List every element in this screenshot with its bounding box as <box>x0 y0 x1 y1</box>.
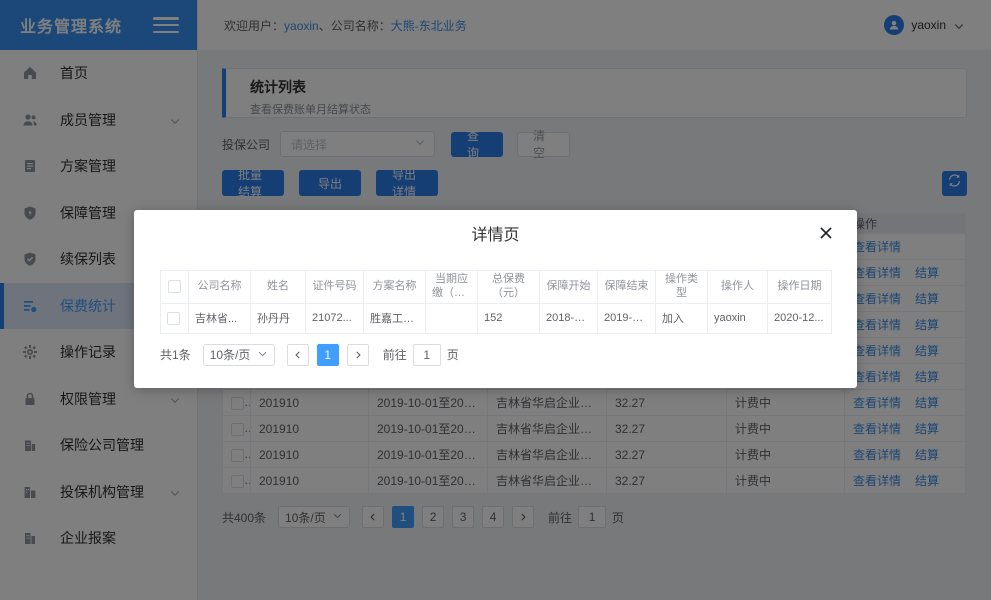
modal-body: 公司名称 姓名 证件号码 方案名称 当期应缴（元） 总保费（元） 保障开始 保障… <box>134 256 857 366</box>
detail-modal: 详情页 公司名称 姓名 证件号码 方案名称 当期应缴（元） 总保费（元） 保障开… <box>134 210 857 388</box>
modal-prev-page-button[interactable] <box>286 343 309 366</box>
modal-page-button-1[interactable]: 1 <box>316 343 339 366</box>
modal-header: 详情页 <box>134 210 857 256</box>
detail-table: 公司名称 姓名 证件号码 方案名称 当期应缴（元） 总保费（元） 保障开始 保障… <box>160 270 832 334</box>
detail-row: 吉林省... 孙丹丹 21072... 胜嘉工种... 152 2018-08-… <box>160 302 832 334</box>
modal-page-size-select[interactable]: 10条/页 <box>202 343 275 366</box>
modal-title: 详情页 <box>471 227 520 244</box>
modal-next-page-button[interactable] <box>346 343 369 366</box>
chevron-down-icon <box>257 348 268 362</box>
detail-header-row: 公司名称 姓名 证件号码 方案名称 当期应缴（元） 总保费（元） 保障开始 保障… <box>160 270 832 304</box>
modal-goto-page-input[interactable] <box>412 343 441 366</box>
row-checkbox[interactable] <box>167 311 180 325</box>
modal-total-count: 共1条 <box>160 348 191 362</box>
modal-goto-label: 前往 <box>382 348 407 362</box>
close-icon[interactable] <box>815 222 837 244</box>
select-all-checkbox[interactable] <box>168 279 181 293</box>
modal-pagination: 共1条 10条/页 1 前往 页 <box>160 343 831 366</box>
modal-page-unit-label: 页 <box>446 348 459 362</box>
modal-page-size-value: 10条/页 <box>209 348 251 362</box>
